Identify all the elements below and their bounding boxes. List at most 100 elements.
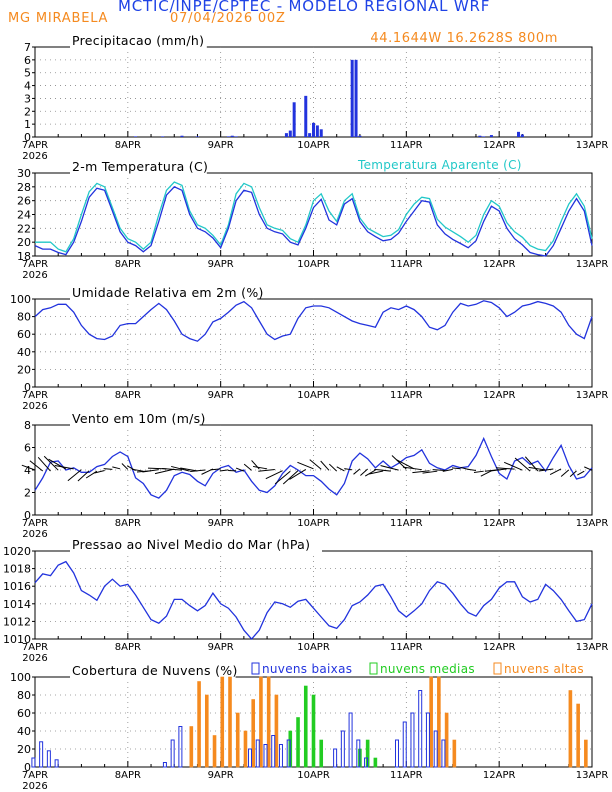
cloud-bar-nuvens-altas (429, 676, 433, 768)
y-tick-label: 1020 (3, 545, 31, 558)
y-tick-label: 20 (17, 743, 31, 756)
legend-swatch (493, 662, 502, 675)
cloud-bar-nuvens-altas (228, 676, 232, 768)
wind-arrow (442, 468, 453, 472)
wind-arrow (219, 469, 229, 472)
y-tick-label: 80 (17, 689, 31, 702)
precip-bar (180, 135, 184, 137)
x-tick-label: 9APR (208, 642, 234, 653)
x-year-label: 2026 (22, 781, 47, 792)
cloud-bar-nuvens-baixas (402, 721, 407, 768)
wind-arrow (251, 460, 260, 470)
x-tick-label: 10APR (297, 390, 330, 401)
cloud-bar-nuvens-altas (274, 694, 279, 768)
precip-bar (489, 135, 493, 137)
x-tick-label: 12APR (483, 770, 516, 781)
precip-bar (284, 133, 288, 137)
series-line-1 (34, 560, 593, 640)
x-tick-label: 13APR (576, 518, 609, 529)
x-tick-label: 13APR (576, 770, 609, 781)
model-title: MCTIC/INPE/CPTEC - MODELO REGIONAL WRF (118, 0, 491, 15)
legend-swatch (369, 662, 378, 675)
wind-arrow (243, 463, 252, 471)
x-tick-label: 7APR (22, 642, 48, 653)
wind-arrow (282, 470, 299, 485)
x-tick-label: 12APR (483, 518, 516, 529)
cloud-bar-nuvens-altas (568, 690, 573, 768)
y-tick-label: 2 (24, 487, 31, 500)
y-tick-label: 1016 (3, 580, 31, 593)
cloud-bar-nuvens-baixas (263, 744, 268, 768)
panel-title: Vento em 10m (m/s) (72, 411, 206, 426)
wind-arrow (336, 466, 345, 472)
x-tick-label: 13APR (576, 642, 609, 653)
precip-bar (226, 136, 230, 137)
cloud-bar-nuvens-altas (444, 712, 449, 768)
x-tick-label: 12APR (483, 140, 516, 151)
panel-title: 2-m Temperatura (C) (72, 159, 208, 174)
wind-arrow (360, 468, 368, 476)
precip-bar (161, 136, 165, 137)
x-tick-label: 8APR (115, 140, 141, 151)
wind-arrow (142, 469, 159, 473)
y-tick-label: 28 (17, 181, 31, 194)
x-tick-label: 11APR (390, 770, 423, 781)
cloud-bar-nuvens-baixas (248, 748, 253, 768)
run-time: 07/04/2026 00Z (170, 11, 286, 26)
x-tick-label: 13APR (576, 390, 609, 401)
panel-5: 1010 1012 1014 1016 1018 1020 7APR 8APR 9APR 10AP… (3, 537, 608, 664)
x-tick-label: 11APR (390, 518, 423, 529)
cloud-bar-nuvens-altas (584, 739, 588, 768)
station-name: MG MIRABELA (8, 11, 109, 26)
wind-arrow (473, 470, 484, 473)
wind-arrow (235, 467, 245, 472)
wind-arrow (29, 460, 44, 472)
y-tick-label: 60 (17, 328, 31, 341)
wind-arrow (37, 456, 51, 472)
y-tick-label: 0 (24, 381, 31, 394)
cloud-bar-nuvens-altas (576, 703, 580, 768)
y-tick-label: 1012 (3, 615, 31, 628)
cloud-bar-nuvens-baixas (433, 730, 438, 768)
y-tick-label: 100 (10, 293, 31, 306)
cloud-bar-nuvens-medias (311, 694, 316, 768)
cloud-bar-nuvens-baixas (255, 739, 260, 768)
x-year-label: 2026 (22, 401, 47, 412)
x-tick-label: 8APR (115, 518, 141, 529)
cloud-bar-nuvens-baixas (286, 739, 291, 768)
x-tick-label: 8APR (115, 642, 141, 653)
y-tick-label: 22 (17, 222, 31, 235)
cloud-bar-nuvens-baixas (54, 759, 59, 768)
wind-arrow (503, 461, 523, 471)
x-tick-label: 11APR (390, 259, 423, 270)
cloud-bar-nuvens-baixas (418, 690, 423, 768)
cloud-bar-nuvens-medias (303, 685, 308, 768)
wind-arrow (21, 464, 36, 471)
wind-arrow (584, 466, 593, 471)
y-tick-label: 20 (17, 236, 31, 249)
wind-arrow (190, 469, 206, 472)
precip-bar (520, 134, 524, 137)
cloud-bar-nuvens-altas (212, 735, 217, 768)
y-tick-label: 1018 (3, 563, 31, 576)
y-tick-label: 40 (17, 725, 31, 738)
station-coordinates: 44.1644W 16.2628S 800m (370, 31, 558, 46)
x-tick-label: 12APR (483, 259, 516, 270)
x-tick-label: 12APR (483, 642, 516, 653)
cloud-bar-nuvens-baixas (333, 748, 338, 768)
x-year-label: 2026 (22, 151, 47, 162)
title-bg (70, 159, 207, 174)
cloud-bar-nuvens-baixas (31, 757, 36, 768)
legend-label: nuvens baixas (262, 662, 352, 676)
cloud-bar-nuvens-baixas (364, 757, 369, 768)
wind-arrow (85, 470, 98, 479)
cloud-bar-nuvens-altas (259, 676, 263, 768)
x-tick-label: 10APR (297, 770, 330, 781)
y-tick-label: 4 (24, 80, 31, 93)
x-tick-label: 10APR (297, 518, 330, 529)
precip-bar (312, 122, 315, 137)
precip-bar (315, 125, 319, 137)
panel-frame (34, 298, 593, 388)
